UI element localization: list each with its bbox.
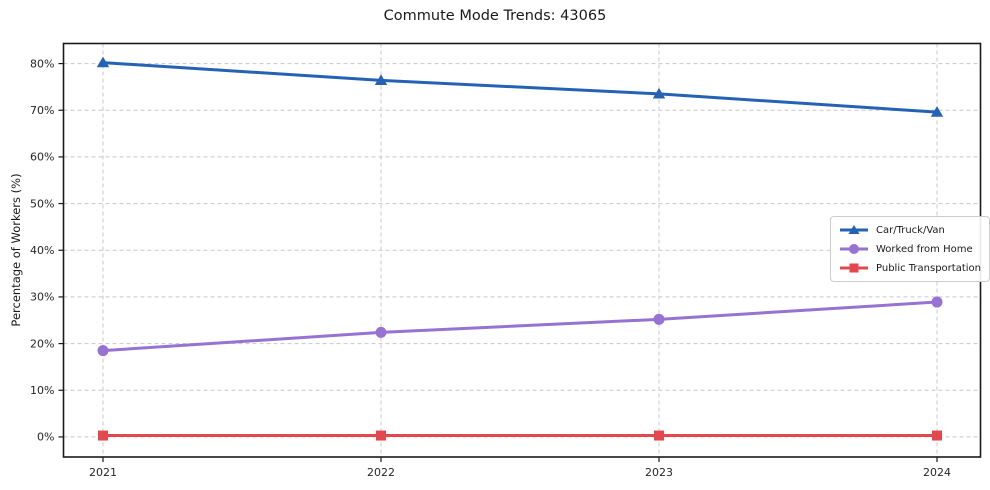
y-tick-label: 50%	[30, 197, 54, 210]
y-tick-label: 10%	[30, 384, 54, 397]
data-point-worked-from-home	[653, 313, 665, 325]
x-tick-label: 2022	[367, 466, 395, 479]
chart-title: Commute Mode Trends: 43065	[383, 8, 607, 24]
x-tick-label: 2023	[645, 466, 673, 479]
data-point-car-truck-van	[652, 87, 666, 99]
triangle-marker-icon	[848, 225, 860, 234]
data-point-public-transportation	[98, 430, 108, 441]
legend-item-public-transportation: Public Transportation	[839, 261, 981, 275]
y-tick-label: 20%	[30, 337, 54, 350]
x-tick-label: 2021	[89, 466, 117, 479]
y-tick-label: 0%	[37, 431, 54, 444]
legend-item-car-truck-van: Car/Truck/Van	[839, 223, 981, 237]
line-marker-sample-triangle	[840, 225, 868, 234]
series-line-worked-from-home	[101, 300, 939, 353]
circle-marker-icon	[849, 244, 859, 254]
data-point-worked-from-home	[375, 326, 387, 338]
legend-label: Car/Truck/Van	[876, 224, 945, 236]
data-point-public-transportation	[376, 430, 386, 441]
data-point-car-truck-van	[96, 56, 110, 68]
y-tick-label: 30%	[30, 291, 54, 304]
series-line-car-truck-van	[101, 61, 939, 114]
y-tick-label: 60%	[30, 151, 54, 164]
line-marker-sample-circle	[840, 244, 868, 254]
y-tick-label: 40%	[30, 244, 54, 257]
line-marker-sample-square	[840, 263, 868, 273]
legend: Car/Truck/Van Worked from Home Public Tr…	[830, 216, 990, 282]
square-marker-icon	[849, 263, 859, 273]
data-point-car-truck-van	[374, 74, 388, 85]
y-tick-label: 70%	[30, 104, 54, 117]
data-point-car-truck-van	[930, 106, 944, 117]
legend-label: Worked from Home	[876, 243, 973, 255]
x-tick-label: 2024	[923, 466, 951, 479]
data-point-public-transportation	[932, 430, 942, 441]
legend-item-worked-from-home: Worked from Home	[839, 242, 981, 256]
data-point-public-transportation	[654, 430, 664, 441]
y-tick-label: 80%	[30, 57, 54, 70]
data-point-worked-from-home	[931, 296, 943, 308]
data-point-worked-from-home	[97, 345, 109, 357]
legend-label: Public Transportation	[876, 262, 981, 274]
